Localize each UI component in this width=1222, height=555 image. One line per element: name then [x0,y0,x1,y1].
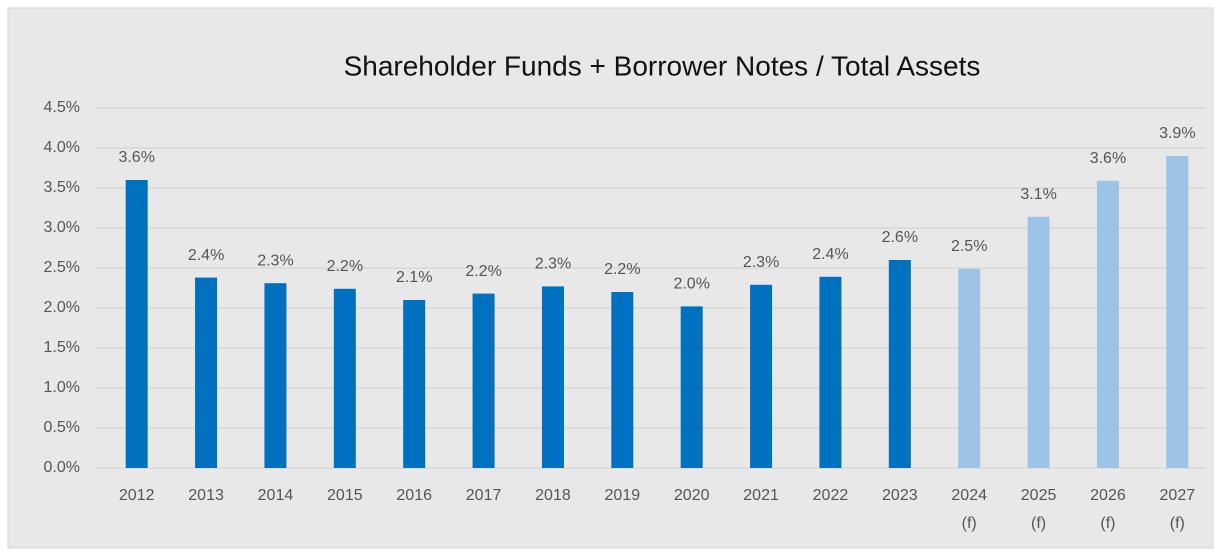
y-tick-label: 3.0% [44,219,80,236]
bar [1027,216,1050,468]
value-label: 3.6% [1090,150,1126,167]
bar [1166,156,1189,468]
value-label: 2.2% [465,263,501,280]
x-tick-label: 2016 [396,487,432,504]
y-tick-label: 4.0% [44,139,80,156]
value-label: 2.4% [188,247,224,264]
bar [264,283,287,468]
chart-title: Shareholder Funds + Borrower Notes / Tot… [344,50,981,81]
x-tick-label: 2027 (f) [1159,487,1196,532]
value-label: 2.1% [396,269,432,286]
y-tick-label: 1.5% [44,339,80,356]
value-label: 2.3% [535,256,571,273]
y-tick-label: 2.0% [44,299,80,316]
x-tick-label: 2014 [257,487,294,504]
y-tick-label: 4.5% [44,99,80,116]
x-tick-label: 2020 [673,487,710,504]
x-tick-label: 2012 [118,487,155,504]
x-tick-label: 2018 [535,487,571,504]
bar [750,284,773,468]
x-tick-label: 2024 (f) [951,487,987,532]
bar [819,276,842,468]
value-label: 3.1% [1020,186,1056,203]
x-tick-label: 2017 [465,487,502,504]
x-tick-label: 2025 (f) [1020,487,1057,532]
value-label: 2.3% [743,254,779,271]
x-tick-label: 2026 (f) [1090,487,1126,532]
value-label: 3.9% [1159,125,1195,142]
x-tick-label: 2013 [188,487,224,504]
bar [541,286,564,468]
bar [680,306,703,468]
y-tick-label: 0.0% [44,459,80,476]
y-tick-label: 1.0% [44,379,80,396]
bar [958,268,981,468]
value-label: 2.2% [327,258,363,275]
value-label: 2.4% [812,246,848,263]
y-tick-label: 0.5% [44,419,80,436]
value-label: 2.2% [604,261,640,278]
bar [611,292,634,468]
bar [472,293,495,468]
y-tick-label: 2.5% [44,259,80,276]
value-label: 3.6% [118,149,154,166]
x-tick-label: 2022 [812,487,849,504]
value-label: 2.0% [673,276,709,293]
bar [195,277,218,468]
x-tick-label: 2023 [882,487,918,504]
bar [403,300,426,468]
value-label: 2.6% [882,229,918,246]
bar [888,260,911,468]
bar [125,180,148,468]
x-tick-label: 2021 [743,487,779,504]
bar [1096,180,1119,469]
x-tick-label: 2019 [604,487,641,504]
value-label: 2.3% [257,252,293,269]
bar [333,288,356,468]
value-label: 2.5% [951,238,987,255]
y-tick-label: 3.5% [44,179,80,196]
x-tick-label: 2015 [327,487,363,504]
